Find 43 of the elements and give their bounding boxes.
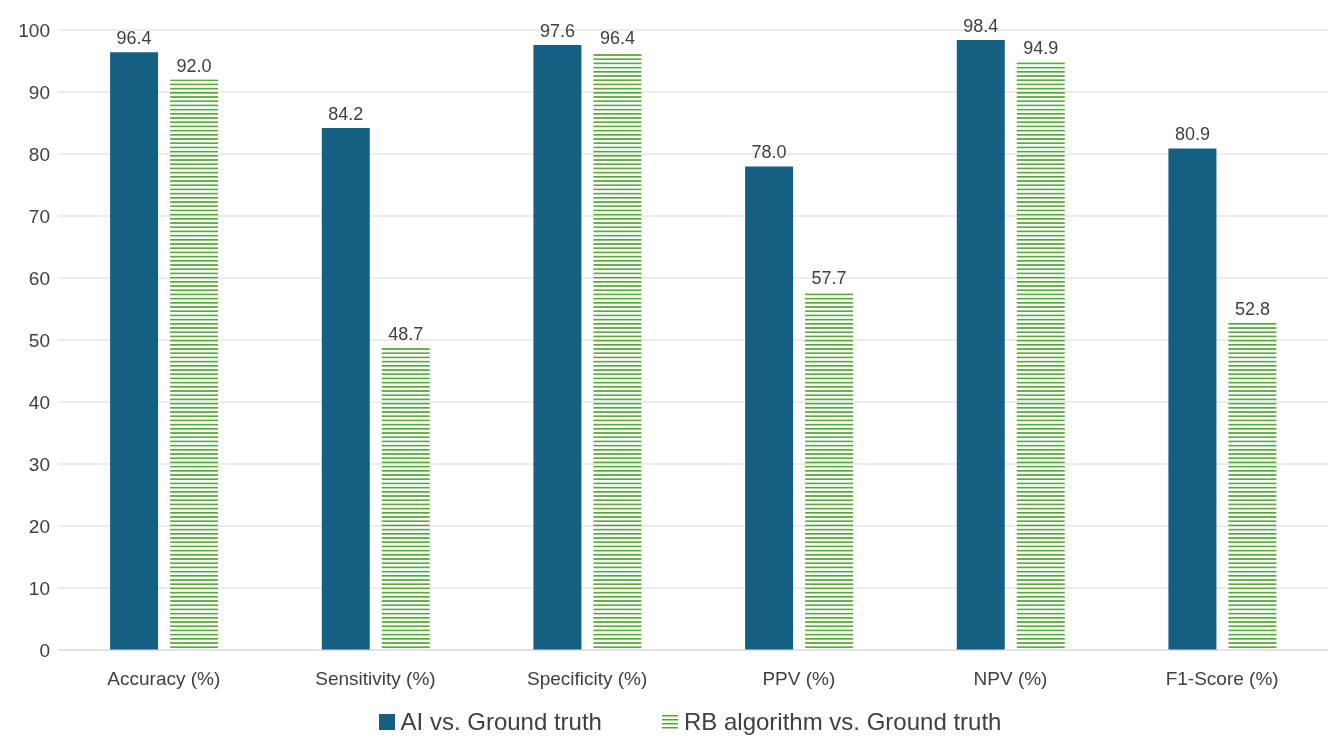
y-tick-label: 90 (28, 81, 50, 103)
data-label: 96.4 (599, 28, 635, 49)
bar (1168, 148, 1217, 650)
bar (956, 39, 1005, 650)
data-label: 48.7 (388, 324, 424, 345)
data-label: 94.9 (1023, 37, 1059, 58)
bar (533, 44, 582, 650)
data-label: 80.9 (1174, 124, 1210, 145)
y-tick-label: 10 (28, 577, 50, 599)
bar (593, 52, 642, 650)
text: RB algorithm vs. Ground truth (683, 708, 1002, 736)
bar (381, 348, 430, 650)
x-tick-label: NPV (%) (973, 668, 1048, 690)
bar (1016, 61, 1065, 650)
data-label: 98.4 (963, 15, 999, 36)
data-label: 84.2 (328, 103, 364, 124)
bar (1228, 322, 1277, 650)
data-label: 97.6 (539, 20, 575, 41)
y-tick-label: 30 (28, 453, 50, 475)
bar (110, 52, 159, 650)
legend-label: AI vs. Ground truth (400, 708, 602, 736)
x-tick-label: Sensitivity (%) (315, 668, 436, 690)
bar (745, 166, 794, 650)
data-label: 96.4 (116, 28, 152, 49)
bar (170, 79, 219, 650)
y-tick-label: 0 (39, 639, 50, 661)
data-label: 92.0 (176, 55, 212, 76)
y-tick-label: 80 (28, 143, 50, 165)
y-tick-label: 40 (28, 391, 50, 413)
x-tick-label: Accuracy (%) (107, 668, 221, 690)
x-tick-label: F1-Score (%) (1165, 668, 1279, 690)
y-tick-label: 70 (28, 205, 50, 227)
y-tick-label: 20 (28, 515, 50, 537)
y-tick-label: 60 (28, 267, 50, 289)
bar (805, 292, 854, 650)
y-tick-label: 100 (18, 19, 50, 41)
data-label: 78.0 (751, 142, 787, 163)
x-tick-label: Specificity (%) (526, 668, 648, 690)
data-label: 57.7 (811, 268, 847, 289)
y-tick-label: 50 (28, 329, 50, 351)
data-label: 52.8 (1234, 298, 1270, 319)
x-tick-label: PPV (%) (762, 668, 836, 690)
bar (321, 127, 370, 650)
